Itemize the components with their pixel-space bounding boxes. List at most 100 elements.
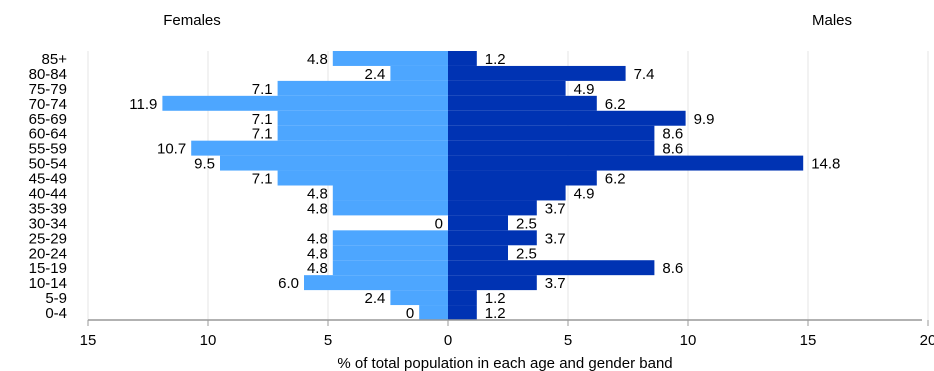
- male-value-label-50-54: 14.8: [811, 156, 840, 173]
- age-band-label-25-29: 25-29: [29, 230, 67, 247]
- age-band-label-20-24: 20-24: [29, 245, 67, 262]
- age-band-label-55-59: 55-59: [29, 141, 67, 158]
- female-bar-65-69: [277, 110, 448, 126]
- males-header: Males: [812, 12, 852, 29]
- male-value-label-10-14: 3.7: [545, 275, 566, 292]
- female-bar-45-49: [277, 170, 448, 186]
- male-bar-60-64: [448, 125, 655, 141]
- female-bar-5-9: [390, 290, 448, 306]
- male-value-label-30-34: 2.5: [516, 215, 537, 232]
- x-tick-label-1: 10: [200, 332, 217, 349]
- male-bar-45-49: [448, 170, 597, 186]
- male-bar-50-54: [448, 155, 804, 171]
- female-value-label-75-79: 7.1: [252, 81, 273, 98]
- male-value-label-45-49: 6.2: [605, 171, 626, 188]
- female-value-label-50-54: 9.5: [194, 156, 215, 173]
- x-tick-label-7: 20: [920, 332, 934, 349]
- male-value-label-20-24: 2.5: [516, 245, 537, 262]
- male-bar-75-79: [448, 80, 566, 96]
- female-value-label-30-34: 0: [435, 215, 443, 232]
- female-bar-0-4: [419, 305, 448, 320]
- age-band-label-70-74: 70-74: [29, 96, 67, 113]
- male-bar-30-34: [448, 215, 508, 231]
- female-value-label-10-14: 6.0: [278, 275, 299, 292]
- age-band-label-10-14: 10-14: [29, 275, 67, 292]
- x-axis: 15 10 5 0 5 10 15 20: [80, 319, 934, 349]
- female-bar-50-54: [220, 155, 448, 171]
- male-value-label-5-9: 1.2: [485, 290, 506, 307]
- age-band-label-35-39: 35-39: [29, 200, 67, 217]
- female-value-label-55-59: 10.7: [157, 141, 186, 158]
- male-bar-55-59: [448, 140, 655, 156]
- female-bar-25-29: [332, 230, 448, 246]
- x-tick-label-6: 15: [800, 332, 817, 349]
- male-value-label-15-19: 8.6: [662, 260, 683, 277]
- female-bar-20-24: [332, 245, 448, 261]
- male-value-label-60-64: 8.6: [662, 126, 683, 143]
- female-value-label-20-24: 4.8: [307, 245, 328, 262]
- age-band-label-60-64: 60-64: [29, 126, 67, 143]
- value-labels: 02.46.04.84.84.804.84.87.19.510.77.17.11…: [129, 51, 840, 322]
- x-tick-label-4: 5: [564, 332, 572, 349]
- age-band-label-15-19: 15-19: [29, 260, 67, 277]
- male-value-label-80-84: 7.4: [634, 66, 655, 83]
- female-value-label-65-69: 7.1: [252, 111, 273, 128]
- male-bar-0-4: [448, 305, 477, 320]
- female-bar-15-19: [332, 260, 448, 276]
- female-bar-75-79: [277, 80, 448, 96]
- age-band-label-45-49: 45-49: [29, 171, 67, 188]
- female-bar-80-84: [390, 65, 448, 81]
- female-bar-10-14: [304, 275, 448, 291]
- male-bar-5-9: [448, 290, 477, 306]
- female-value-label-40-44: 4.8: [307, 185, 328, 202]
- male-bar-10-14: [448, 275, 537, 291]
- female-value-label-5-9: 2.4: [365, 290, 386, 307]
- male-bar-15-19: [448, 260, 655, 276]
- male-value-label-55-59: 8.6: [662, 141, 683, 158]
- age-band-label-0-4: 0-4: [45, 305, 67, 322]
- male-value-label-40-44: 4.9: [574, 185, 595, 202]
- x-tick-label-0: 15: [80, 332, 97, 349]
- age-band-label-75-79: 75-79: [29, 81, 67, 98]
- bars: [162, 51, 804, 320]
- male-bar-20-24: [448, 245, 508, 261]
- male-value-label-25-29: 3.7: [545, 230, 566, 247]
- female-value-label-60-64: 7.1: [252, 126, 273, 143]
- x-tick-label-3: 0: [444, 332, 452, 349]
- females-header: Females: [163, 12, 221, 29]
- female-bar-40-44: [332, 185, 448, 201]
- male-value-label-75-79: 4.9: [574, 81, 595, 98]
- male-value-label-70-74: 6.2: [605, 96, 626, 113]
- male-bar-65-69: [448, 110, 686, 126]
- female-bar-60-64: [277, 125, 448, 141]
- female-value-label-15-19: 4.8: [307, 260, 328, 277]
- age-band-label-50-54: 50-54: [29, 156, 67, 173]
- age-band-label-40-44: 40-44: [29, 185, 67, 202]
- female-value-label-85+: 4.8: [307, 51, 328, 68]
- male-bar-40-44: [448, 185, 566, 201]
- male-bar-25-29: [448, 230, 537, 246]
- female-bar-85+: [332, 51, 448, 66]
- age-band-label-5-9: 5-9: [45, 290, 67, 307]
- x-tick-label-5: 10: [680, 332, 697, 349]
- female-value-label-70-74: 11.9: [129, 96, 157, 113]
- age-band-label-80-84: 80-84: [29, 66, 67, 83]
- age-band-label-30-34: 30-34: [29, 215, 67, 232]
- female-value-label-80-84: 2.4: [365, 66, 386, 83]
- female-value-label-35-39: 4.8: [307, 200, 328, 217]
- female-bar-70-74: [162, 95, 448, 111]
- female-value-label-0-4: 0: [406, 305, 414, 322]
- male-bar-35-39: [448, 200, 537, 216]
- female-value-label-25-29: 4.8: [307, 230, 328, 247]
- male-value-label-0-4: 1.2: [485, 305, 506, 322]
- male-value-label-35-39: 3.7: [545, 200, 566, 217]
- y-axis-labels: 0-45-910-1415-1920-2425-2930-3435-3940-4…: [29, 51, 68, 322]
- male-bar-80-84: [448, 65, 626, 81]
- x-axis-title: % of total population in each age and ge…: [337, 355, 672, 371]
- age-band-label-85+: 85+: [42, 51, 68, 68]
- female-value-label-45-49: 7.1: [252, 171, 273, 188]
- age-band-label-65-69: 65-69: [29, 111, 67, 128]
- male-value-label-65-69: 9.9: [694, 111, 715, 128]
- male-bar-85+: [448, 51, 477, 66]
